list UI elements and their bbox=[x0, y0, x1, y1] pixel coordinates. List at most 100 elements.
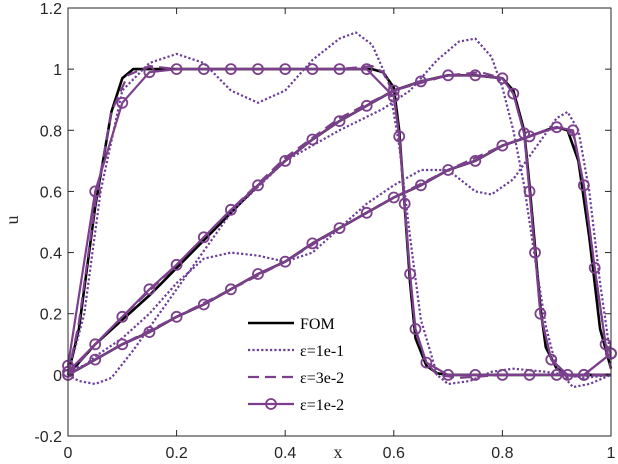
data-point bbox=[360, 63, 373, 75]
data-point bbox=[224, 283, 237, 296]
data-point bbox=[496, 72, 509, 85]
data-point bbox=[496, 368, 509, 381]
x-tick-label: 0.4 bbox=[274, 445, 296, 462]
data-point bbox=[469, 154, 482, 167]
data-point bbox=[567, 124, 579, 137]
series-line bbox=[66, 31, 612, 386]
data-point bbox=[393, 130, 406, 143]
data-point bbox=[578, 179, 590, 192]
data-point bbox=[116, 310, 129, 323]
data-point bbox=[333, 63, 346, 75]
data-point bbox=[404, 268, 417, 280]
data-point bbox=[387, 191, 400, 204]
data-point bbox=[578, 368, 590, 381]
data-point bbox=[442, 164, 455, 176]
data-point bbox=[89, 338, 102, 351]
series-line bbox=[67, 110, 613, 370]
data-point bbox=[252, 63, 264, 75]
data-point bbox=[279, 63, 292, 75]
legend-label: ε=3e-2 bbox=[300, 370, 344, 387]
axes bbox=[67, 7, 612, 437]
data-point bbox=[550, 121, 563, 134]
plot-background bbox=[68, 8, 611, 436]
data-point bbox=[523, 130, 536, 143]
data-point bbox=[170, 63, 183, 75]
data-point bbox=[561, 368, 574, 381]
data-point bbox=[252, 268, 264, 280]
legend-label: ε=1e-2 bbox=[300, 397, 344, 414]
data-point bbox=[529, 246, 541, 259]
x-axis-label: x bbox=[334, 442, 343, 462]
data-point bbox=[523, 368, 536, 381]
data-point bbox=[306, 133, 319, 146]
series-3 bbox=[62, 63, 617, 381]
series-line bbox=[66, 68, 612, 376]
data-point bbox=[116, 338, 129, 351]
data-point bbox=[279, 255, 292, 268]
data-point bbox=[143, 66, 156, 79]
data-point bbox=[279, 154, 292, 167]
data-point bbox=[197, 231, 210, 244]
x-tick-label: 0.8 bbox=[491, 445, 513, 462]
data-point bbox=[588, 261, 601, 274]
axes-area bbox=[68, 8, 611, 436]
axes-box bbox=[67, 7, 612, 437]
data-point bbox=[170, 310, 183, 323]
y-tick-label: -0.2 bbox=[34, 429, 62, 446]
data-point bbox=[360, 206, 373, 219]
data-point bbox=[197, 63, 210, 75]
data-point bbox=[306, 63, 319, 75]
x-tick-label: 0.6 bbox=[383, 445, 405, 462]
tick-labels: 0 0.2 0.4 0.6 0.8 1-0.200.20.40.60.811.2 bbox=[34, 1, 615, 462]
data-point bbox=[224, 203, 237, 216]
data-point bbox=[89, 353, 102, 366]
data-point bbox=[306, 237, 319, 250]
y-tick-label: 0 bbox=[53, 368, 62, 385]
series-line bbox=[66, 65, 611, 379]
data-point bbox=[507, 87, 520, 100]
data-point bbox=[442, 368, 455, 381]
data-point bbox=[469, 69, 482, 82]
y-tick-label: 1.2 bbox=[40, 1, 62, 18]
data-point bbox=[360, 99, 373, 112]
data-point bbox=[89, 185, 102, 198]
data-point bbox=[534, 307, 547, 320]
x-tick-label: 0.2 bbox=[165, 445, 187, 462]
data-point bbox=[333, 115, 346, 127]
y-tick-label: 0.6 bbox=[40, 184, 62, 201]
plot-series bbox=[62, 31, 617, 389]
legend: FOM ε=1e-1 ε=3e-2 ε=1e-2 bbox=[248, 316, 344, 414]
series-line bbox=[67, 37, 612, 389]
data-point bbox=[252, 179, 264, 192]
data-point bbox=[409, 323, 422, 335]
y-axis-label: u bbox=[2, 216, 22, 225]
data-point bbox=[143, 326, 156, 339]
x-tick-label: 0 bbox=[64, 445, 73, 462]
data-point bbox=[545, 353, 558, 366]
data-point bbox=[333, 222, 346, 235]
legend-label: ε=1e-1 bbox=[300, 343, 344, 360]
data-point bbox=[197, 298, 210, 311]
y-tick-label: 1 bbox=[53, 62, 62, 79]
y-tick-label: 0.4 bbox=[40, 246, 62, 263]
data-point bbox=[387, 84, 400, 97]
data-point bbox=[414, 179, 427, 192]
legend-marker bbox=[265, 398, 277, 410]
data-point bbox=[469, 368, 482, 381]
series-1 bbox=[66, 31, 613, 389]
data-point bbox=[414, 75, 427, 88]
data-point bbox=[116, 96, 129, 109]
data-point bbox=[442, 69, 455, 82]
series-line bbox=[67, 71, 611, 379]
data-point bbox=[398, 197, 411, 210]
data-point bbox=[143, 283, 156, 296]
data-point bbox=[224, 63, 237, 75]
data-point bbox=[170, 258, 183, 271]
y-tick-label: 0.2 bbox=[40, 307, 62, 324]
data-point bbox=[496, 139, 509, 152]
x-tick-label: 1 bbox=[607, 445, 616, 462]
legend-label: FOM bbox=[300, 316, 335, 333]
series-line bbox=[67, 74, 612, 376]
y-tick-label: 0.8 bbox=[40, 123, 62, 140]
